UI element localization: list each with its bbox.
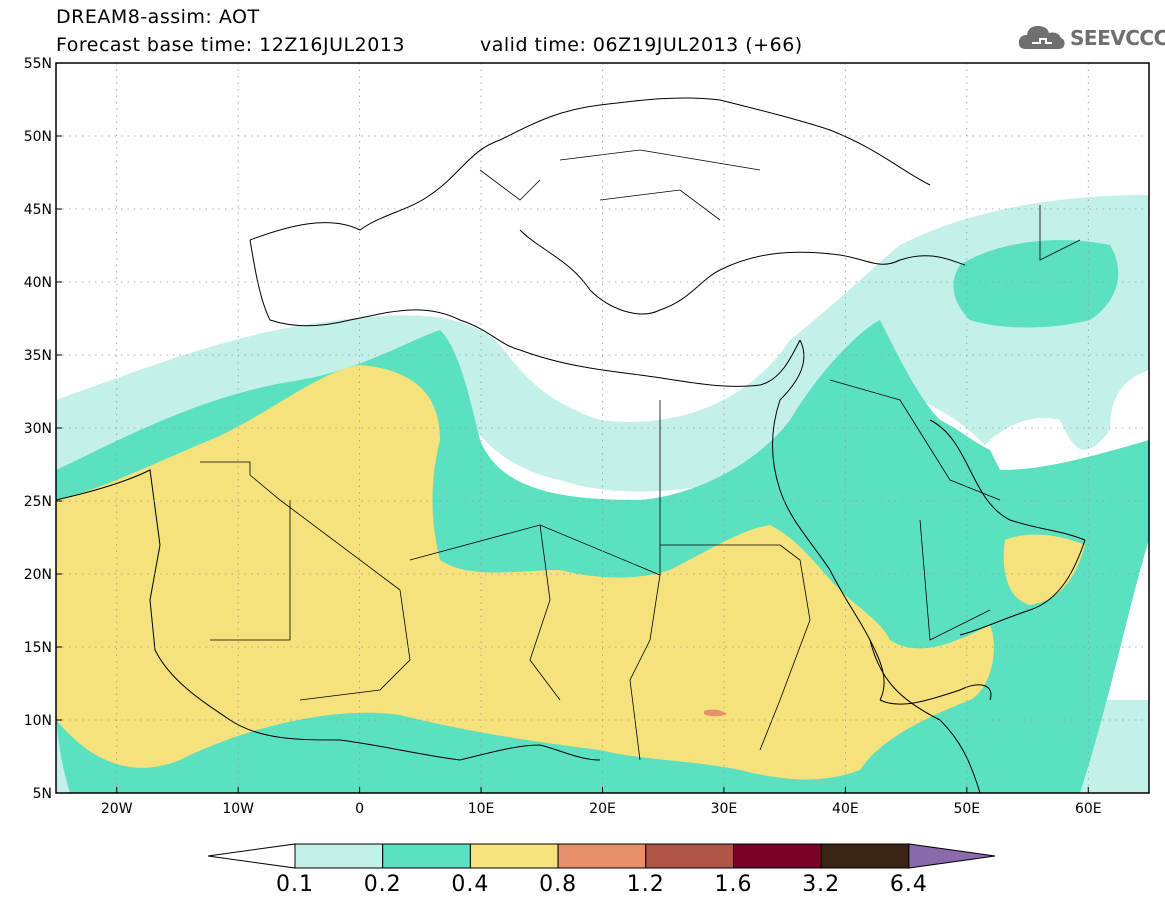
colorbar-segment — [645, 843, 734, 869]
colorbar-segment — [557, 843, 647, 869]
valid-time: valid time: 06Z19JUL2013 (+66) — [480, 34, 803, 56]
lat-tick-label: 25N — [24, 494, 52, 510]
lon-tick-label: 50E — [953, 801, 980, 817]
colorbar-label: 0.4 — [451, 872, 490, 897]
lon-tick-label: 10E — [468, 801, 495, 817]
aot-contour-0.4 — [56, 365, 994, 780]
lat-lon-grid — [56, 63, 1149, 793]
latitude-labels: 5N 10N 15N 20N 25N 30N 35N 40N 45N 50N 55N — [24, 56, 62, 802]
colorbar-label: 0.2 — [363, 872, 402, 897]
colorbar-segment — [820, 843, 910, 869]
aot-contour-0.4-oman — [1003, 534, 1085, 605]
colorbar-segment — [382, 843, 471, 869]
lon-tick-label: 40E — [832, 801, 859, 817]
lat-tick-label: 20N — [24, 567, 52, 583]
colorbar — [207, 843, 996, 869]
lat-tick-label: 5N — [33, 786, 52, 802]
colorbar-under-arrow — [207, 843, 296, 869]
coastlines — [56, 97, 1086, 793]
forecast-base-time: Forecast base time: 12Z16JUL2013 — [56, 34, 405, 56]
lat-tick-label: 10N — [24, 713, 52, 729]
lat-tick-label: 15N — [24, 640, 52, 656]
aot-contour-0.2-caspian — [953, 240, 1119, 328]
lon-tick-label: 20E — [589, 801, 616, 817]
colorbar-label: 1.6 — [714, 872, 753, 897]
seevccc-logo: SEEVCCC — [1018, 22, 1165, 54]
colorbar-segment — [294, 843, 384, 869]
colorbar-label: 1.2 — [626, 872, 665, 897]
map-title: DREAM8-assim: AOT — [56, 6, 260, 28]
lat-tick-label: 55N — [24, 56, 52, 72]
lat-tick-label: 50N — [24, 129, 52, 145]
cloud-logo-icon — [1018, 26, 1065, 49]
colorbar-label: 0.8 — [539, 872, 578, 897]
colorbar-label: 3.2 — [802, 872, 841, 897]
colorbar-segment — [469, 843, 559, 869]
lon-tick-label: 60E — [1075, 801, 1102, 817]
colorbar-label: 0.1 — [276, 872, 314, 897]
lon-tick-label: 0 — [355, 801, 364, 817]
lat-tick-label: 40N — [24, 275, 52, 291]
colorbar-segment — [733, 843, 822, 869]
country-borders — [200, 149, 1081, 761]
logo-text: SEEVCCC — [1070, 26, 1165, 50]
lon-tick-label: 10W — [222, 801, 254, 817]
lat-tick-label: 35N — [24, 348, 52, 364]
aot-contour-0.8 — [704, 709, 727, 717]
lon-tick-label: 20W — [101, 801, 133, 817]
lat-tick-label: 30N — [24, 421, 52, 437]
colorbar-over-arrow — [908, 843, 996, 869]
lon-tick-label: 30E — [711, 801, 738, 817]
lat-tick-label: 45N — [24, 202, 52, 218]
longitude-labels: 20W 10W 0 10E 20E 30E 40E 50E 60E — [101, 787, 1102, 817]
colorbar-label: 6.4 — [889, 872, 928, 897]
